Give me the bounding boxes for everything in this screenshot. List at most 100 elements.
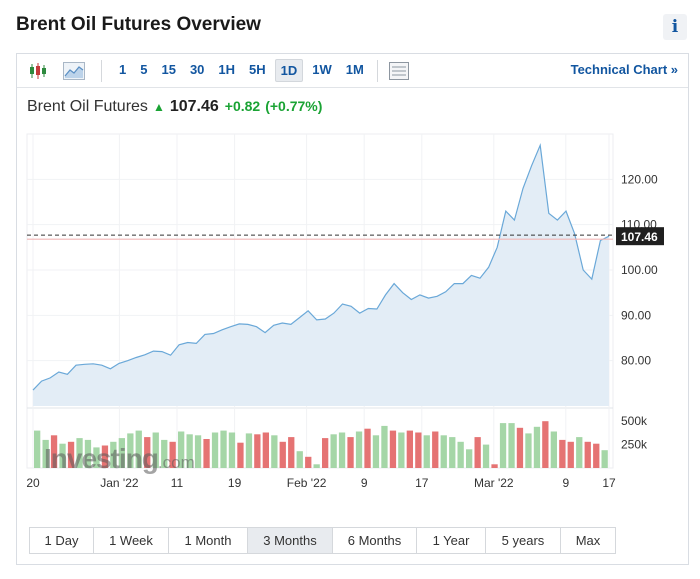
volume-bar xyxy=(338,432,346,468)
timeframe-1w[interactable]: 1W xyxy=(312,62,332,77)
current-price-tag xyxy=(616,227,664,246)
timeframe-1m[interactable]: 1M xyxy=(345,62,364,77)
x-tick-label: Jan '22 xyxy=(100,476,139,490)
volume-bar xyxy=(601,450,608,468)
info-icon[interactable]: i xyxy=(663,14,687,40)
volume-bar xyxy=(482,444,490,468)
volume-bar xyxy=(50,435,58,468)
volume-bar xyxy=(355,431,363,468)
volume-bar xyxy=(178,431,185,468)
volume-bar xyxy=(93,447,100,468)
x-tick-label: Feb '22 xyxy=(287,476,327,490)
volume-bar xyxy=(364,428,371,468)
volume-bar xyxy=(322,438,329,468)
volume-bar xyxy=(398,432,405,468)
volume-bar xyxy=(415,432,422,468)
toolbar-divider xyxy=(101,59,102,82)
volume-bar xyxy=(440,435,447,468)
volume-bar xyxy=(220,430,227,468)
volume-bar xyxy=(245,433,253,468)
price-change: +0.82 xyxy=(224,98,261,114)
y-tick-label: 90.00 xyxy=(621,308,651,322)
volume-bar xyxy=(118,438,125,468)
technical-chart-link[interactable]: Technical Chart » xyxy=(570,62,678,77)
volume-bar xyxy=(457,441,464,468)
price-change-percent: (+0.77%) xyxy=(265,98,323,114)
volume-bar xyxy=(499,423,507,468)
timeframe-1[interactable]: 1 xyxy=(119,62,127,77)
volume-bar xyxy=(127,433,134,468)
table-view-icon[interactable] xyxy=(386,59,412,83)
volume-tick-label: 250k xyxy=(621,438,648,452)
arrow-up-icon: ▲ xyxy=(152,100,165,114)
volume-bar xyxy=(593,443,600,468)
area-chart-icon[interactable] xyxy=(61,59,87,83)
range-3-months[interactable]: 3 Months xyxy=(248,528,333,553)
volume-bar xyxy=(186,434,193,468)
volume-bar xyxy=(533,426,541,468)
volume-bar xyxy=(42,439,49,468)
x-tick-label: 9 xyxy=(562,476,569,490)
volume-bar xyxy=(389,430,397,468)
volume-bar xyxy=(576,437,583,468)
range-1-year[interactable]: 1 Year xyxy=(417,528,486,553)
volume-bar xyxy=(330,434,337,468)
volume-bar xyxy=(211,432,219,468)
x-tick-label: 17 xyxy=(415,476,429,490)
volume-bar xyxy=(144,437,151,468)
range-1-month[interactable]: 1 Month xyxy=(169,528,248,553)
last-price: 107.46 xyxy=(169,98,219,115)
volume-bar xyxy=(372,435,380,468)
volume-bar xyxy=(194,435,202,468)
volume-bar xyxy=(466,449,473,468)
volume-bar xyxy=(550,431,557,468)
volume-bar xyxy=(508,423,515,468)
volume-bar xyxy=(271,435,278,468)
volume-bar xyxy=(84,439,92,468)
timeframe-15[interactable]: 15 xyxy=(161,62,176,77)
timeframe-1d[interactable]: 1D xyxy=(274,59,304,82)
range-1-day[interactable]: 1 Day xyxy=(30,528,94,553)
range-6-months[interactable]: 6 Months xyxy=(333,528,417,553)
volume-bar xyxy=(67,441,75,468)
volume-bar xyxy=(423,435,430,468)
range-1-week[interactable]: 1 Week xyxy=(94,528,169,553)
volume-bar xyxy=(161,439,168,468)
volume-bar xyxy=(237,442,244,468)
timeframe-30[interactable]: 30 xyxy=(189,62,205,77)
volume-bar xyxy=(152,432,159,468)
volume-bar xyxy=(559,439,566,468)
price-chart[interactable]: 80.0090.00100.00110.00120.00107.46250k50… xyxy=(17,54,688,524)
volume-bar xyxy=(305,456,312,468)
y-tick-label: 100.00 xyxy=(621,263,658,277)
volume-tick-label: 500k xyxy=(621,414,648,428)
x-tick-label: 11 xyxy=(171,476,184,490)
chart-toolbar: 1 5 15 30 1H 5H 1D 1W 1M Technical Chart » xyxy=(17,54,688,88)
volume-bar xyxy=(254,434,261,468)
volume-bar xyxy=(135,430,142,468)
toolbar-divider xyxy=(376,59,378,82)
volume-bar xyxy=(347,437,354,468)
y-tick-label: 120.00 xyxy=(621,172,658,186)
range-5-years[interactable]: 5 years xyxy=(486,528,561,553)
timeframe-5[interactable]: 5 xyxy=(140,62,148,77)
range-max[interactable]: Max xyxy=(575,533,601,548)
volume-bar xyxy=(525,433,532,468)
volume-bar xyxy=(516,427,524,468)
candlestick-chart-icon[interactable] xyxy=(25,59,51,83)
timeframe-1h[interactable]: 1H xyxy=(218,62,236,77)
volume-bar xyxy=(584,441,591,468)
volume-bar xyxy=(313,464,320,468)
timeframe-5h[interactable]: 5H xyxy=(249,62,266,77)
x-tick-label: 19 xyxy=(228,476,242,490)
range-selector: 1 Day 1 Week 1 Month 3 Months 6 Months 1 Year… xyxy=(29,527,616,554)
x-tick-label: Mar '22 xyxy=(474,476,514,490)
y-tick-label: 80.00 xyxy=(621,354,651,368)
volume-bar xyxy=(432,431,439,468)
volume-bar xyxy=(34,430,41,468)
x-tick-label: 17 xyxy=(602,476,616,490)
volume-bar xyxy=(567,441,574,468)
volume-bar xyxy=(449,437,456,468)
price-line xyxy=(32,143,610,391)
volume-bar xyxy=(203,439,210,468)
